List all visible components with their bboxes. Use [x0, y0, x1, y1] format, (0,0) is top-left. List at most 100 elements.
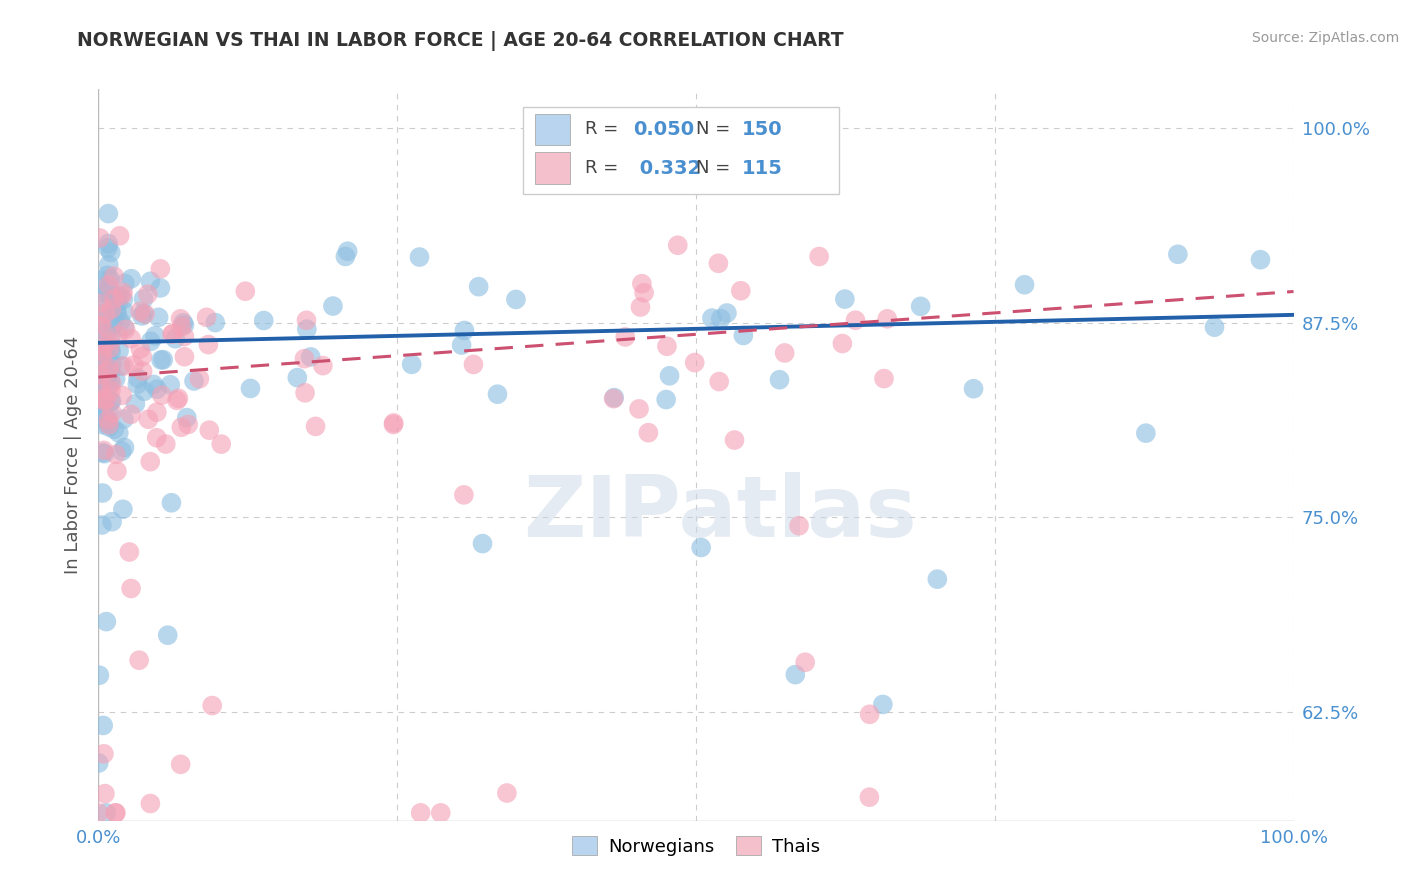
- Point: [165, 332, 187, 346]
- Point: [112, 304, 135, 318]
- Point: [637, 425, 659, 440]
- Point: [239, 381, 262, 395]
- Point: [89, 231, 111, 245]
- Point: [96, 805, 118, 820]
- Point: [132, 292, 155, 306]
- Point: [962, 382, 984, 396]
- Point: [91, 718, 114, 732]
- Point: [128, 653, 150, 667]
- Point: [285, 370, 308, 384]
- Point: [683, 355, 706, 369]
- Point: [453, 323, 475, 337]
- Point: [108, 289, 131, 303]
- Point: [486, 387, 509, 401]
- Point: [630, 300, 652, 314]
- Point: [139, 797, 162, 811]
- Point: [876, 311, 898, 326]
- Point: [96, 371, 118, 385]
- Point: [96, 416, 118, 430]
- Point: [93, 336, 115, 351]
- Point: [100, 302, 122, 317]
- Point: [336, 244, 359, 259]
- Point: [112, 285, 135, 300]
- Point: [98, 272, 121, 286]
- Point: [159, 377, 181, 392]
- Point: [655, 392, 678, 407]
- Point: [131, 364, 153, 378]
- Point: [707, 256, 730, 270]
- Point: [90, 386, 112, 401]
- Point: [89, 303, 111, 318]
- Point: [96, 325, 118, 339]
- Point: [408, 250, 430, 264]
- Point: [103, 269, 125, 284]
- Point: [111, 288, 134, 302]
- Point: [87, 756, 110, 770]
- Point: [98, 361, 121, 376]
- Point: [87, 805, 110, 820]
- Point: [101, 357, 124, 371]
- Point: [149, 281, 172, 295]
- Point: [716, 306, 738, 320]
- Point: [91, 350, 114, 364]
- Point: [107, 295, 129, 310]
- Point: [87, 384, 110, 399]
- Point: [98, 420, 121, 434]
- Point: [844, 313, 866, 327]
- Point: [97, 236, 120, 251]
- Point: [100, 376, 122, 390]
- Point: [658, 368, 681, 383]
- Point: [505, 293, 527, 307]
- Point: [89, 356, 111, 370]
- Point: [91, 387, 114, 401]
- Text: Source: ZipAtlas.com: Source: ZipAtlas.com: [1251, 31, 1399, 45]
- Point: [90, 382, 112, 396]
- Point: [156, 628, 179, 642]
- Point: [89, 368, 111, 382]
- Point: [118, 545, 141, 559]
- Point: [87, 406, 110, 420]
- Point: [93, 447, 115, 461]
- Point: [322, 299, 344, 313]
- Point: [87, 318, 110, 332]
- Point: [150, 388, 173, 402]
- Point: [91, 486, 114, 500]
- Point: [463, 358, 485, 372]
- Text: 0.050: 0.050: [633, 120, 693, 139]
- Point: [89, 668, 111, 682]
- Text: R =: R =: [585, 159, 624, 178]
- Point: [93, 394, 115, 409]
- Point: [90, 344, 112, 359]
- Point: [112, 320, 135, 334]
- Point: [152, 352, 174, 367]
- Point: [94, 787, 117, 801]
- Point: [131, 309, 153, 323]
- Point: [143, 328, 166, 343]
- Point: [188, 372, 211, 386]
- Point: [96, 374, 118, 388]
- Point: [467, 279, 489, 293]
- Point: [96, 411, 118, 425]
- Point: [89, 358, 111, 372]
- Point: [166, 393, 188, 408]
- Point: [169, 311, 191, 326]
- Point: [709, 375, 731, 389]
- Point: [103, 422, 125, 436]
- Point: [97, 241, 120, 255]
- Point: [666, 238, 689, 252]
- Point: [127, 371, 149, 385]
- Point: [114, 277, 136, 291]
- Point: [90, 518, 112, 533]
- Point: [120, 271, 142, 285]
- Point: [927, 572, 949, 586]
- Point: [91, 351, 114, 365]
- Point: [132, 306, 155, 320]
- Point: [614, 330, 637, 344]
- Point: [108, 228, 131, 243]
- Point: [201, 698, 224, 713]
- Point: [94, 392, 117, 407]
- Point: [233, 284, 256, 298]
- Point: [108, 343, 131, 358]
- Point: [142, 377, 165, 392]
- Point: [138, 412, 160, 426]
